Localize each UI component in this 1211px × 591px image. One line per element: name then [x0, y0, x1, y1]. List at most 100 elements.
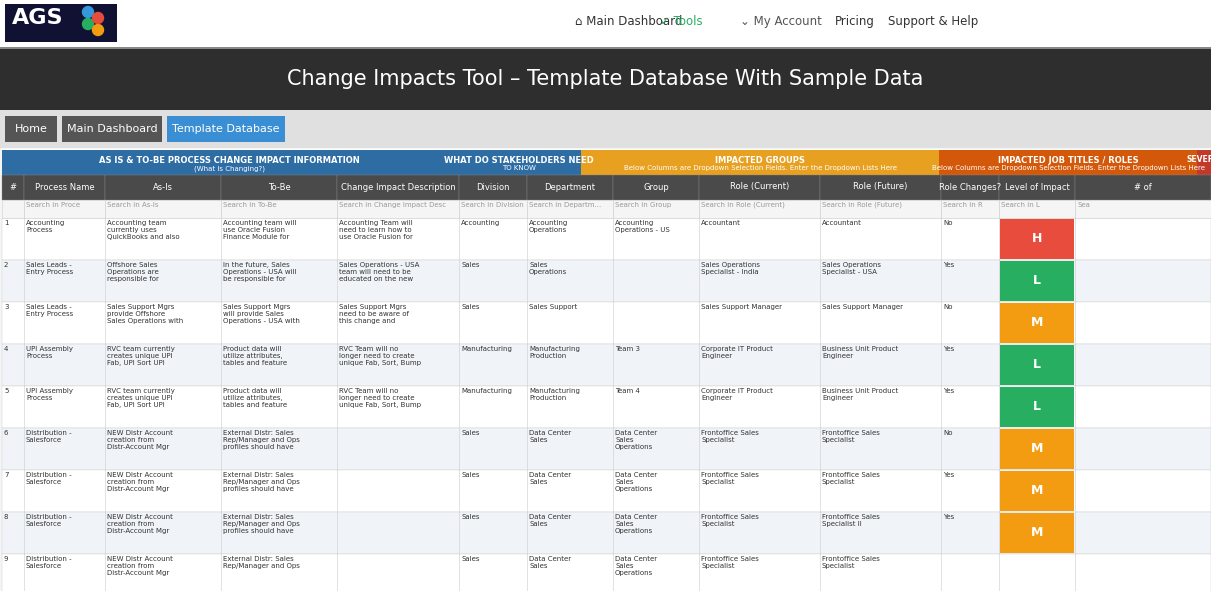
Text: Business Unit Product
Engineer: Business Unit Product Engineer — [822, 388, 899, 401]
Text: M: M — [1031, 317, 1043, 330]
Text: SEVERIT: SEVERIT — [1186, 155, 1211, 164]
Bar — [1000, 471, 1074, 511]
Text: Data Center
Sales
Operations: Data Center Sales Operations — [615, 472, 658, 492]
Text: In the future, Sales
Operations - USA will
be responsible for: In the future, Sales Operations - USA wi… — [223, 262, 297, 282]
Text: Team 3: Team 3 — [615, 346, 639, 352]
Text: RVC Team will no
longer need to create
unique Fab, Sort, Bump: RVC Team will no longer need to create u… — [339, 388, 421, 408]
Text: Sales Support Mgrs
provide Offshore
Sales Operations with: Sales Support Mgrs provide Offshore Sale… — [107, 304, 183, 324]
Text: Frontoffice Sales
Specialist: Frontoffice Sales Specialist — [701, 556, 759, 569]
Text: RVC team currently
creates unique UPI
Fab, UPI Sort UPI: RVC team currently creates unique UPI Fa… — [107, 346, 174, 366]
Text: IMPACTED GROUPS: IMPACTED GROUPS — [714, 156, 805, 165]
Text: Accounting Team will
need to learn how to
use Oracle Fusion for: Accounting Team will need to learn how t… — [339, 220, 413, 240]
Text: Sales: Sales — [461, 304, 480, 310]
Text: RVC Team will no
longer need to create
unique Fab, Sort, Bump: RVC Team will no longer need to create u… — [339, 346, 421, 366]
Text: #: # — [10, 183, 17, 191]
Text: 3: 3 — [4, 304, 8, 310]
Text: Data Center
Sales: Data Center Sales — [529, 514, 572, 527]
Bar — [1196, 150, 1211, 175]
Text: (What Is Changing?): (What Is Changing?) — [194, 165, 265, 171]
Text: M: M — [1031, 485, 1043, 498]
Text: Frontoffice Sales
Specialist: Frontoffice Sales Specialist — [701, 514, 759, 527]
Text: WHAT DO STAKEHOLDERS NEED: WHAT DO STAKEHOLDERS NEED — [444, 156, 593, 165]
Text: 1: 1 — [4, 220, 8, 226]
Bar — [1000, 303, 1074, 343]
Text: IMPACTED JOB TITLES / ROLES: IMPACTED JOB TITLES / ROLES — [998, 156, 1138, 165]
Bar — [167, 116, 285, 142]
Text: Sales Support Manager: Sales Support Manager — [701, 304, 782, 310]
Bar — [2, 175, 24, 200]
Text: Accounting team will
use Oracle Fusion
Finance Module for: Accounting team will use Oracle Fusion F… — [223, 220, 297, 240]
Text: Below Columns are Dropdown Selection Fields. Enter the Dropdown Lists Here: Below Columns are Dropdown Selection Fie… — [624, 165, 896, 171]
Text: Role Changes?: Role Changes? — [939, 183, 1001, 191]
Text: Level of Impact: Level of Impact — [1005, 183, 1069, 191]
Text: Offshore Sales
Operations are
responsible for: Offshore Sales Operations are responsibl… — [107, 262, 159, 282]
Bar — [1000, 429, 1074, 469]
Text: Product data will
utilize attributes,
tables and feature: Product data will utilize attributes, ta… — [223, 388, 287, 408]
Text: Yes: Yes — [943, 514, 954, 520]
Text: Sales Operations
Specialist - USA: Sales Operations Specialist - USA — [822, 262, 880, 275]
Text: Frontoffice Sales
Specialist: Frontoffice Sales Specialist — [822, 430, 880, 443]
Circle shape — [82, 18, 93, 30]
Text: Search in Departm...: Search in Departm... — [529, 202, 601, 208]
Bar — [62, 116, 162, 142]
Text: Manufacturing: Manufacturing — [461, 388, 512, 394]
Bar — [999, 175, 1075, 200]
Bar — [220, 175, 337, 200]
Text: Search in Group: Search in Group — [615, 202, 671, 208]
Text: ⌄ My Account: ⌄ My Account — [740, 15, 822, 28]
Text: RVC team currently
creates unique UPI
Fab, UPI Sort UPI: RVC team currently creates unique UPI Fa… — [107, 388, 174, 408]
Text: Manufacturing: Manufacturing — [461, 346, 512, 352]
Text: No: No — [943, 220, 953, 226]
Text: Manufacturing
Production: Manufacturing Production — [529, 346, 580, 359]
Text: Sales Leads -
Entry Process: Sales Leads - Entry Process — [25, 304, 73, 317]
Text: M: M — [1031, 443, 1043, 456]
Text: TO KNOW: TO KNOW — [503, 165, 536, 171]
Bar — [941, 175, 999, 200]
Text: No: No — [943, 430, 953, 436]
Text: Process Name: Process Name — [35, 183, 94, 191]
Text: Data Center
Sales
Operations: Data Center Sales Operations — [615, 430, 658, 450]
Text: Manufacturing
Production: Manufacturing Production — [529, 388, 580, 401]
Text: Role (Future): Role (Future) — [854, 183, 908, 191]
Bar — [220, 200, 337, 218]
Bar — [0, 148, 1211, 591]
Text: Main Dashboard: Main Dashboard — [67, 124, 157, 134]
Text: NEW Distr Account
creation from
Distr-Account Mgr: NEW Distr Account creation from Distr-Ac… — [107, 556, 173, 576]
Bar — [2, 260, 1211, 302]
Text: Accounting
Operations: Accounting Operations — [529, 220, 568, 233]
Bar — [527, 175, 613, 200]
Bar — [2, 428, 1211, 470]
Text: Sales: Sales — [461, 556, 480, 562]
Text: Yes: Yes — [943, 388, 954, 394]
Text: NEW Distr Account
creation from
Distr-Account Mgr: NEW Distr Account creation from Distr-Ac… — [107, 430, 173, 450]
Text: External Distr: Sales
Rep/Manager and Ops
profiles should have: External Distr: Sales Rep/Manager and Op… — [223, 430, 300, 450]
Bar — [699, 200, 820, 218]
Text: Distribution -
Salesforce: Distribution - Salesforce — [25, 514, 71, 527]
Bar — [699, 175, 820, 200]
Text: Accounting
Operations - US: Accounting Operations - US — [615, 220, 670, 233]
Bar — [2, 218, 1211, 260]
Text: Sales: Sales — [461, 472, 480, 478]
Bar — [0, 0, 1211, 48]
Text: Division: Division — [476, 183, 510, 191]
Text: Sales Support: Sales Support — [529, 304, 578, 310]
Bar — [24, 175, 105, 200]
Text: Corporate IT Product
Engineer: Corporate IT Product Engineer — [701, 388, 773, 401]
Text: Sales Support Mgrs
will provide Sales
Operations - USA with: Sales Support Mgrs will provide Sales Op… — [223, 304, 300, 324]
Text: Accounting: Accounting — [461, 220, 500, 226]
Text: To-Be: To-Be — [268, 183, 291, 191]
Text: Distribution -
Salesforce: Distribution - Salesforce — [25, 556, 71, 569]
Text: L: L — [1033, 359, 1041, 372]
Text: Corporate IT Product
Engineer: Corporate IT Product Engineer — [701, 346, 773, 359]
Bar — [337, 200, 459, 218]
Text: Team 4: Team 4 — [615, 388, 639, 394]
Text: Search in Proce: Search in Proce — [25, 202, 80, 208]
Text: Change Impacts Tool – Template Database With Sample Data: Change Impacts Tool – Template Database … — [287, 69, 923, 89]
Text: UPI Assembly
Process: UPI Assembly Process — [25, 388, 73, 401]
Text: M: M — [1031, 527, 1043, 540]
Bar — [337, 175, 459, 200]
Text: Sales Operations - USA
team will need to be
educated on the new: Sales Operations - USA team will need to… — [339, 262, 419, 282]
Bar — [5, 4, 117, 42]
Bar — [2, 149, 1209, 589]
Bar — [2, 150, 457, 175]
